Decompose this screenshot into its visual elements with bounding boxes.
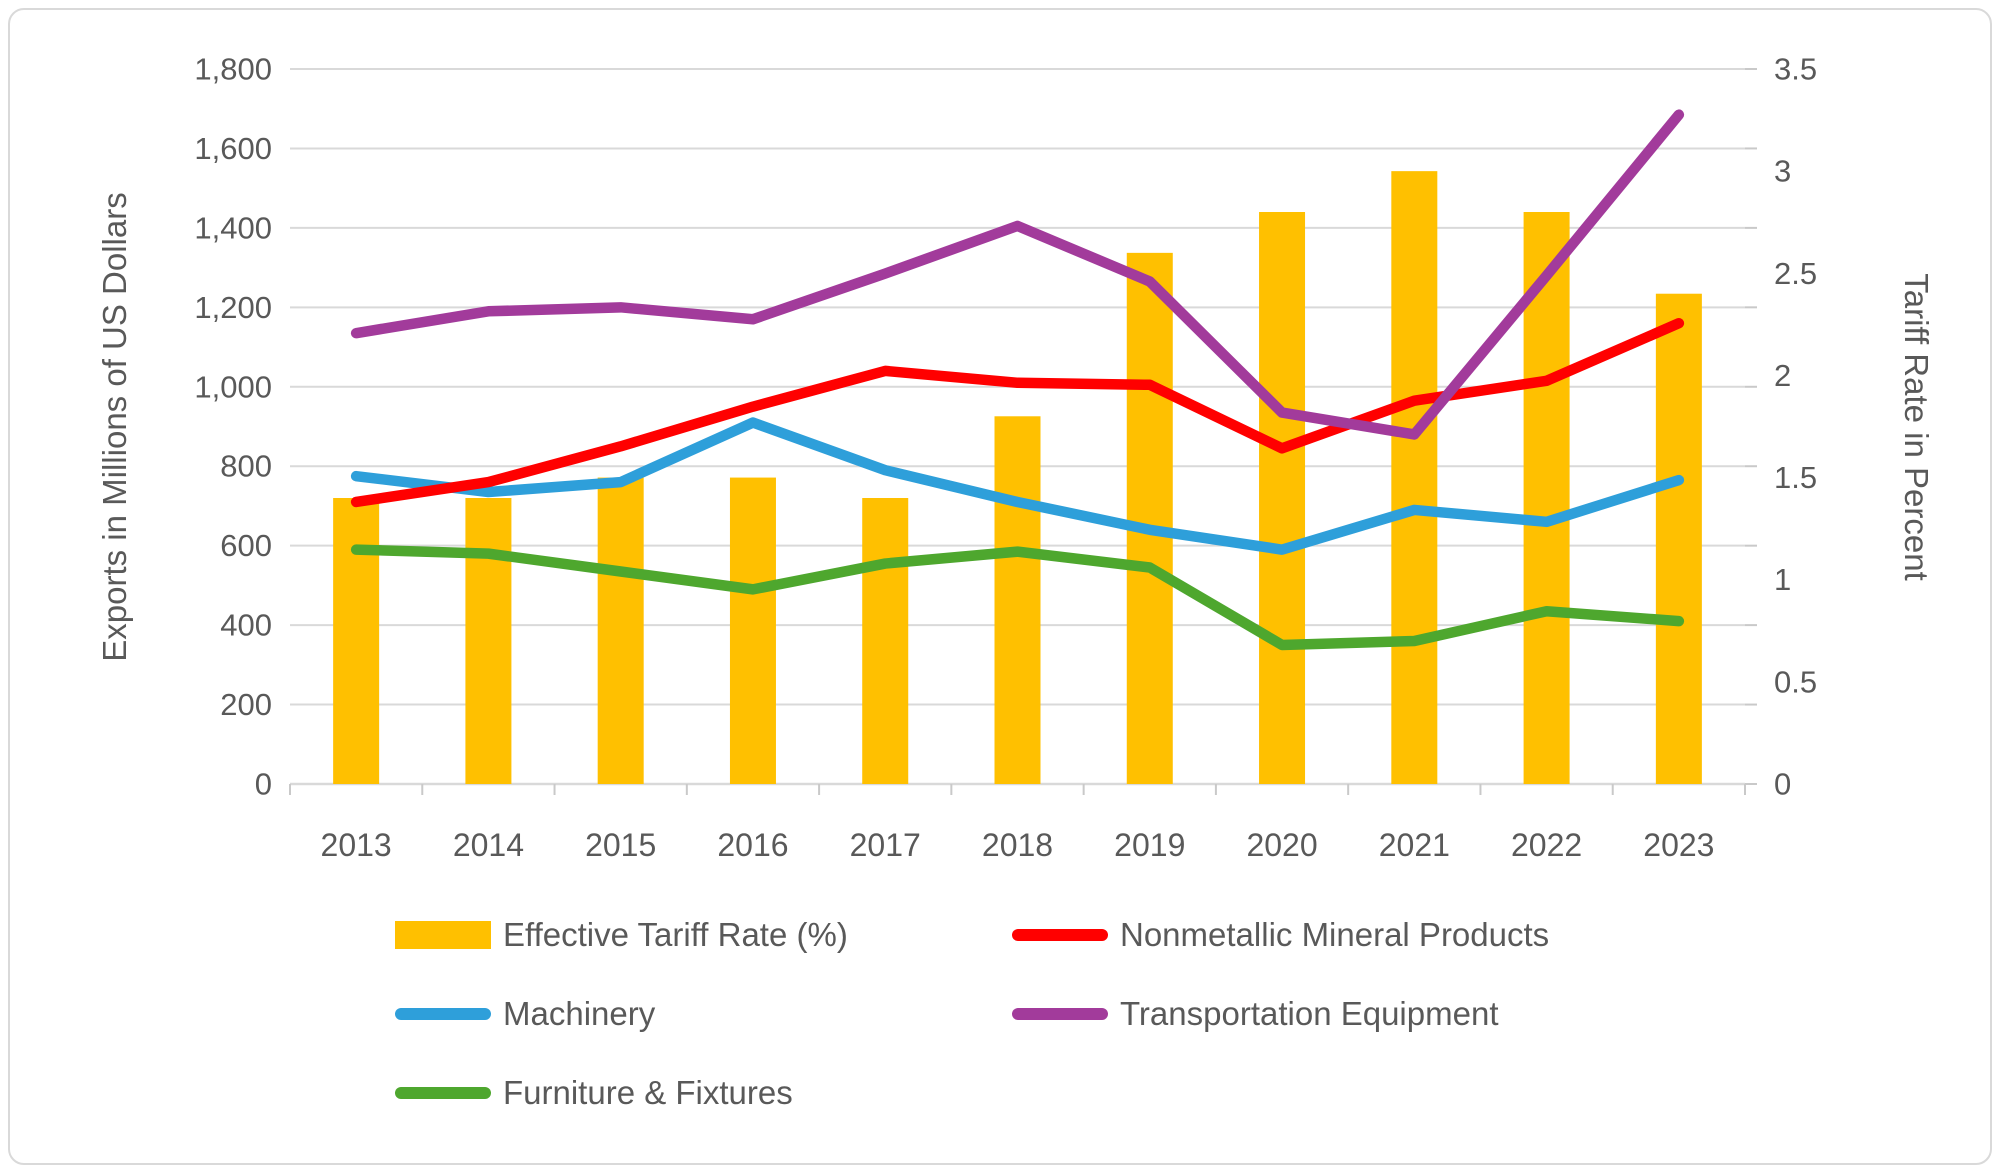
bar-2017 — [862, 498, 909, 784]
x-axis-label: 2015 — [585, 827, 656, 863]
bar-2023 — [1655, 293, 1702, 784]
legend-label: Nonmetallic Mineral Products — [1120, 916, 1550, 953]
legend-label: Machinery — [503, 995, 656, 1032]
x-axis-label: 2014 — [453, 827, 524, 863]
bar-2020 — [1259, 212, 1306, 784]
line-series — [350, 109, 1685, 440]
left-axis-tick-label: 400 — [220, 608, 272, 643]
line-series — [350, 317, 1685, 508]
left-axis-tick-label: 1,800 — [194, 52, 272, 87]
right-axis-tick-label: 2 — [1774, 358, 1791, 393]
right-axis-tick-label: 3 — [1774, 154, 1791, 189]
legend-label: Effective Tariff Rate (%) — [503, 916, 848, 953]
line-series — [350, 417, 1685, 555]
legend-label: Furniture & Fixtures — [503, 1074, 793, 1111]
left-axis-tick-label: 0 — [255, 767, 272, 802]
bar-swatch-icon — [395, 921, 491, 949]
x-axis-label: 2022 — [1511, 827, 1582, 863]
bar-2015 — [597, 477, 644, 784]
left-axis-tick-label: 1,400 — [194, 210, 272, 245]
left-axis-tick-label: 200 — [220, 687, 272, 722]
legend-item-transportation-equipment: Transportation Equipment — [1012, 995, 1499, 1033]
left-axis-tick-label: 800 — [220, 449, 272, 484]
right-axis-tick-label: 0.5 — [1774, 664, 1817, 699]
x-axis-label: 2019 — [1114, 827, 1185, 863]
x-axis-label: 2021 — [1379, 827, 1450, 863]
line-swatch-icon — [1012, 1008, 1108, 1020]
right-axis-tick-label: 2.5 — [1774, 256, 1817, 291]
x-axis-label: 2018 — [982, 827, 1053, 863]
bar-2021 — [1391, 171, 1438, 785]
line-series — [350, 544, 1685, 651]
x-axis-label: 2017 — [850, 827, 921, 863]
line-swatch-icon — [1012, 929, 1108, 941]
bar-2019 — [1126, 252, 1173, 784]
bar-2013 — [333, 498, 380, 784]
left-axis-tick-label: 600 — [220, 528, 272, 563]
line-swatch-icon — [395, 1087, 491, 1099]
right-axis-tick-label: 1 — [1774, 562, 1791, 597]
x-axis-label: 2016 — [717, 827, 788, 863]
x-axis-label: 2020 — [1246, 827, 1317, 863]
left-axis-tick-label: 1,000 — [194, 369, 272, 404]
line-swatch-icon — [395, 1008, 491, 1020]
x-axis-label: 2023 — [1643, 827, 1714, 863]
legend-item-furniture-fixtures: Furniture & Fixtures — [395, 1074, 793, 1112]
right-axis-tick-label: 3.5 — [1774, 52, 1817, 87]
bar-2018 — [994, 416, 1041, 784]
bar-2016 — [729, 477, 776, 784]
left-axis-tick-label: 1,600 — [194, 131, 272, 166]
legend-item-machinery: Machinery — [395, 995, 655, 1033]
legend-label: Transportation Equipment — [1120, 995, 1499, 1032]
right-axis-tick-label: 1.5 — [1774, 460, 1817, 495]
bar-2022 — [1523, 212, 1570, 784]
legend-item-nonmetallic-mineral-products: Nonmetallic Mineral Products — [1012, 916, 1549, 954]
right-axis-tick-label: 0 — [1774, 767, 1791, 802]
left-axis-tick-label: 1,200 — [194, 290, 272, 325]
x-axis-label: 2013 — [321, 827, 392, 863]
legend-item-effective-tariff-rate: Effective Tariff Rate (%) — [395, 916, 848, 954]
bar-2014 — [465, 498, 512, 784]
left-axis-title: Exports in Millions of US Dollars — [96, 192, 133, 662]
right-axis-title: Tariff Rate in Percent — [1898, 273, 1935, 581]
